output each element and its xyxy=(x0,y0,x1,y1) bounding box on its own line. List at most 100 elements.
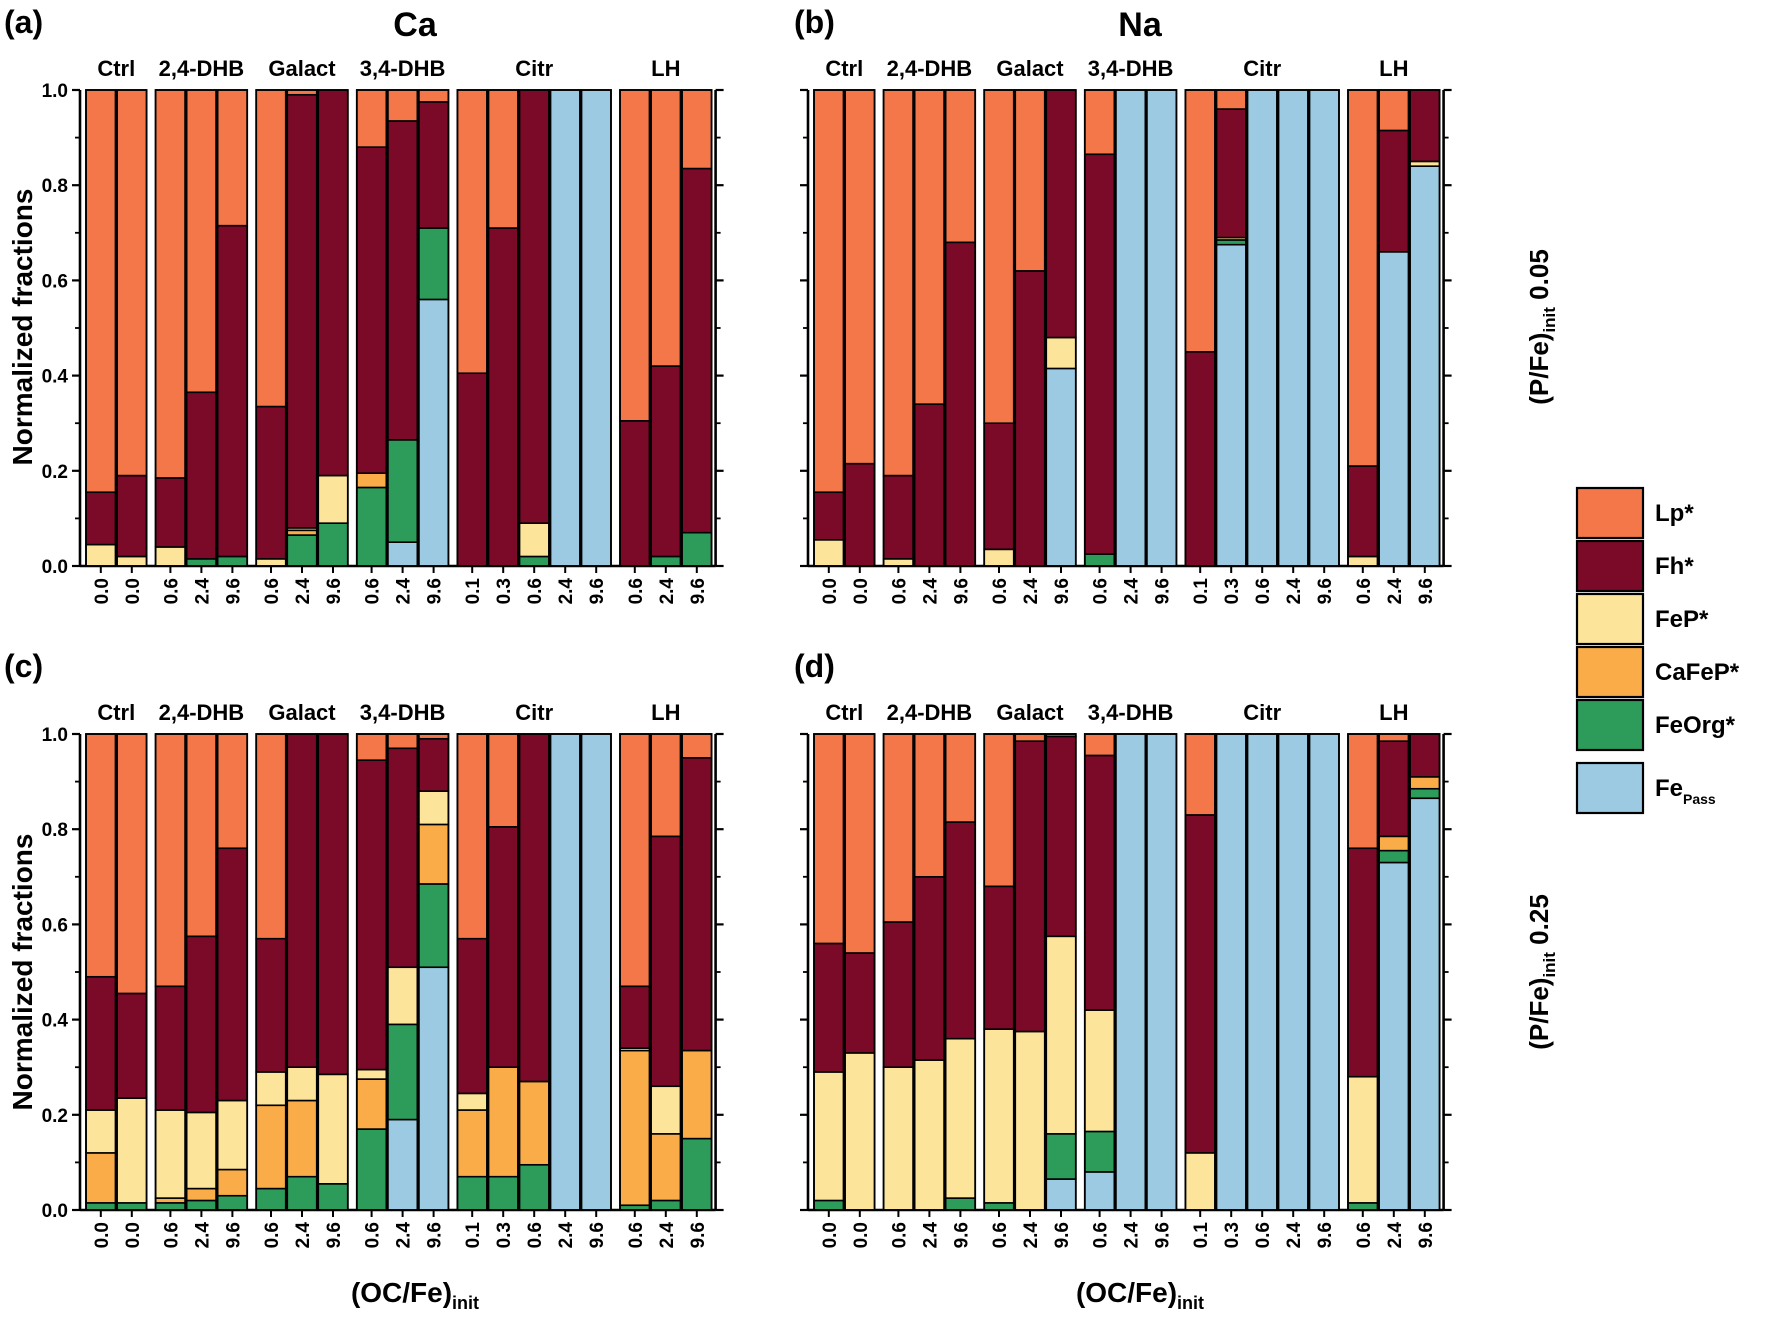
bar-segment-fepass xyxy=(1378,251,1410,567)
x-tick-label: 0.6 xyxy=(1091,1222,1112,1248)
x-tick-label: 0.6 xyxy=(889,578,910,604)
x-tick-label: 9.6 xyxy=(1315,578,1336,604)
x-tick-label: 0.6 xyxy=(262,1222,283,1248)
bar-segment-fh xyxy=(116,474,148,558)
x-tick-label: 0.6 xyxy=(1253,1222,1274,1248)
bar-segment-lp xyxy=(255,89,287,408)
x-tick-label: 9.6 xyxy=(688,578,709,604)
bar-segment-cafep xyxy=(286,1099,318,1178)
bar-segment-cafep xyxy=(185,1187,218,1202)
bar-segment-fepass xyxy=(1246,89,1278,567)
bar-segment-fep xyxy=(813,1071,845,1202)
bar-segment-feorg xyxy=(116,1202,148,1211)
bar-segment-lp xyxy=(650,733,682,838)
bar-segment-lp xyxy=(619,89,651,422)
bar-segment-feorg xyxy=(650,555,682,567)
bar-segment-fep xyxy=(1347,1075,1379,1204)
bar-segment-fh xyxy=(913,875,945,1061)
bar-segment-feorg xyxy=(185,558,218,567)
bar-segment-fepass xyxy=(1308,733,1340,1211)
bar-segment-fep xyxy=(85,543,117,567)
x-tick-label: 9.6 xyxy=(688,1222,709,1248)
y-tick-label: 0.8 xyxy=(42,176,68,197)
bar-segment-fep xyxy=(116,555,148,567)
bar-segment-cafep xyxy=(216,1168,249,1197)
bar-segment-fepass xyxy=(1215,243,1247,567)
x-tick-label: 2.4 xyxy=(1385,578,1406,605)
row-label-top: (P/Fe)init 0.05 xyxy=(1524,249,1559,405)
y-tick-label: 0.6 xyxy=(42,271,68,292)
group-label: Galact xyxy=(268,700,336,725)
x-tick-label: 9.6 xyxy=(951,1222,972,1248)
x-tick-label: 0.6 xyxy=(161,1222,182,1248)
bar-segment-lp xyxy=(456,733,488,940)
group-label: Ctrl xyxy=(97,700,135,725)
bar-segment-lp xyxy=(813,733,845,945)
bar-segment-lp xyxy=(844,733,876,954)
bar-segment-fep xyxy=(1014,1030,1046,1211)
bar-segment-fepass xyxy=(549,89,581,567)
bar-segment-fep xyxy=(983,548,1015,567)
bar-segment-fep xyxy=(944,1037,976,1199)
bar-segment-lp xyxy=(355,89,388,148)
bar-segment-fh xyxy=(681,167,713,534)
x-tick-label: 0.6 xyxy=(262,578,283,604)
bar-segment-fepass xyxy=(1115,89,1147,567)
bar-segment-fh xyxy=(1347,847,1379,1078)
bar-segment-lp xyxy=(650,89,682,367)
bar-segment-fh xyxy=(882,474,914,560)
bar-segment-fepass xyxy=(1308,89,1340,567)
x-tick-label: 2.4 xyxy=(394,1222,415,1249)
y-axis-label-top: Normalized fractions xyxy=(7,189,38,466)
bar-segment-cafep xyxy=(1409,776,1441,790)
bar-segment-fepass xyxy=(1246,733,1278,1211)
legend-swatch-fep xyxy=(1575,592,1645,646)
legend-label-main: Fh* xyxy=(1655,553,1694,580)
bar-segment-fep xyxy=(216,1099,249,1171)
y-tick-label: 0.0 xyxy=(42,1201,68,1222)
bar-segment-fh xyxy=(518,89,550,524)
bar-segment-feorg xyxy=(286,534,318,567)
x-tick-label: 0.0 xyxy=(820,1222,841,1248)
bar-segment-feorg xyxy=(1347,1202,1379,1211)
bar-segment-fh xyxy=(154,477,187,548)
bar-segment-lp xyxy=(1184,733,1216,816)
bar-segment-fh xyxy=(1014,740,1046,1033)
bar-segment-fh xyxy=(1409,89,1441,163)
bar-segment-feorg xyxy=(1084,1130,1116,1173)
bar-segment-fh xyxy=(317,733,349,1076)
bar-segment-feorg xyxy=(681,531,713,567)
legend-label-main: CaFeP* xyxy=(1655,659,1740,686)
bar-segment-fepass xyxy=(386,541,419,567)
x-tick-label: 2.4 xyxy=(192,578,213,605)
x-tick-label: 9.6 xyxy=(425,578,446,604)
bar-segment-fh xyxy=(255,405,287,560)
bar-segment-fh xyxy=(650,365,682,558)
x-tick-label: 0.6 xyxy=(363,578,384,604)
panel-letter: (d) xyxy=(794,648,835,684)
bar-segment-fep xyxy=(882,558,914,567)
legend-label-main: FeP* xyxy=(1655,606,1709,633)
bar-segment-fh xyxy=(619,985,651,1049)
bar-segment-fh xyxy=(1084,754,1116,1011)
legend-label-lp: Lp* xyxy=(1655,500,1694,527)
x-tick-label: 9.6 xyxy=(324,578,345,604)
x-axis-label-left: (OC/Fe)init xyxy=(351,1277,479,1313)
group-label: Galact xyxy=(268,56,336,81)
legend-swatch-fepass xyxy=(1575,761,1645,815)
x-tick-label: 0.6 xyxy=(990,1222,1011,1248)
bar-segment-feorg xyxy=(286,1175,318,1211)
bar-segment-fh xyxy=(456,372,488,567)
x-tick-label: 0.6 xyxy=(1354,578,1375,604)
x-tick-label: 0.3 xyxy=(1222,578,1243,604)
panel-letter: (a) xyxy=(4,4,43,40)
bar-segment-feorg xyxy=(355,486,388,567)
bar-segment-fh xyxy=(813,491,845,541)
bar-segment-lp xyxy=(185,733,218,938)
x-tick-label: 0.6 xyxy=(1091,578,1112,604)
bar-segment-lp xyxy=(417,89,450,103)
bar-segment-feorg xyxy=(681,1137,713,1211)
bar-segment-lp xyxy=(85,733,117,978)
x-tick-label: 2.4 xyxy=(1385,1222,1406,1249)
